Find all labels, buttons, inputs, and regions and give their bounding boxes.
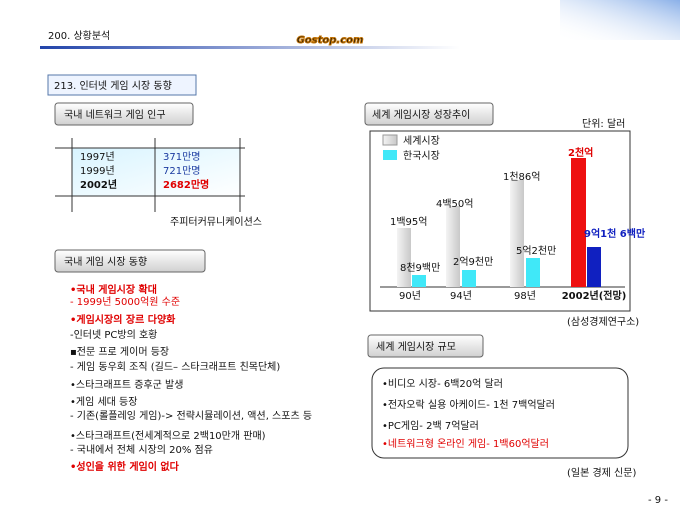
size-box (371, 367, 629, 459)
subsection-box (47, 74, 197, 96)
users: 371만명 (163, 151, 201, 163)
logo: Gostop.com (297, 35, 364, 46)
list-item: - 게임 동우회 조직 (길드– 스타크래프트 친목단체) (70, 360, 280, 373)
button-label: 세계 게임시장 규모 (376, 340, 456, 353)
users: 2682만명 (163, 178, 209, 191)
list-item: ▪전문 프로 게이머 등장 (70, 346, 169, 358)
bar-label: 8천9백만 (400, 262, 440, 274)
bar-label: 2천억 (568, 146, 593, 159)
button-label: 세계 게임시장 성장추이 (372, 108, 470, 121)
year: 1999년 (80, 165, 115, 177)
corner-deco (560, 0, 680, 40)
bars (397, 158, 601, 287)
list-item: •게임 세대 등장 (70, 395, 137, 408)
subsection-title: 213. 인터넷 게임 시장 동향 (54, 79, 172, 92)
period: 94년 (450, 290, 472, 302)
legend-label: 세계시장 (403, 135, 440, 147)
source: (일본 경제 신문) (567, 466, 636, 479)
year: 2002년 (80, 178, 117, 191)
button-label: 국내 게임 시장 동향 (64, 255, 147, 268)
legend-swatch (383, 150, 397, 160)
section-title: 200. 상황분석 (48, 30, 110, 42)
header-line (40, 46, 460, 49)
bar-label: 2억9천만 (453, 256, 493, 268)
table-bg (72, 148, 240, 196)
period: 98년 (514, 290, 536, 302)
legend-label: 한국시장 (403, 150, 440, 162)
year: 1997년 (80, 151, 115, 163)
title-button (54, 249, 206, 273)
bar-label: 5억2천만 (516, 245, 556, 257)
bar-label: 4백50억 (436, 198, 474, 210)
table-lines (55, 138, 245, 212)
list-item: •네트워크형 온라인 게임- 1백60억달러 (382, 437, 549, 450)
period: 90년 (399, 290, 421, 302)
unit: 단위: 달러 (582, 117, 625, 130)
list-item: •스타크래프트(전세계적으로 2백10만개 판매) (70, 430, 266, 442)
list-item: •비디오 시장- 6백20억 달러 (382, 378, 503, 390)
list-item: •성인을 위한 게임이 없다 (70, 460, 180, 473)
size-list: •비디오 시장- 6백20억 달러 •전자오락 실용 아케이드- 1천 7백억달러… (382, 378, 555, 450)
list-item: -인터넷 PC방의 호황 (70, 329, 157, 341)
bar-label: 1천86억 (503, 171, 541, 183)
list-item: •스타크래프트 증후군 발생 (70, 379, 183, 391)
title-button (364, 102, 494, 126)
period: 2002년(전망) (562, 289, 627, 302)
title-button (367, 334, 484, 358)
bar-label: 9억1천 6백만 (584, 227, 646, 240)
list-item: - 국내에서 전체 시장의 20% 점유 (70, 444, 213, 456)
button-label: 국내 네트워크 게임 인구 (64, 108, 166, 121)
trend-list: •국내 게임시장 확대 - 1999년 5000억원 수준 •게임시장의 장르 다… (70, 283, 312, 473)
users: 721만명 (163, 165, 201, 177)
list-item: •PC게임- 2백 7억달러 (382, 419, 479, 432)
source: (삼성경제연구소) (567, 315, 639, 328)
list-item: - 기존(롤플레잉 게임)-> 전략시뮬레이션, 액션, 스포츠 등 (70, 409, 312, 422)
list-item: •전자오락 실용 아케이드- 1천 7백억달러 (382, 399, 555, 411)
page-number: - 9 - (648, 495, 668, 506)
legend-swatch (382, 134, 398, 146)
source: 주피터커뮤니케이션스 (170, 216, 262, 228)
list-item: •국내 게임시장 확대 (70, 283, 157, 296)
title-button (54, 102, 194, 126)
list-item: •게임시장의 장르 다양화 (70, 313, 176, 326)
list-item: - 1999년 5000억원 수준 (70, 296, 180, 308)
bar-label: 1백95억 (390, 216, 428, 228)
